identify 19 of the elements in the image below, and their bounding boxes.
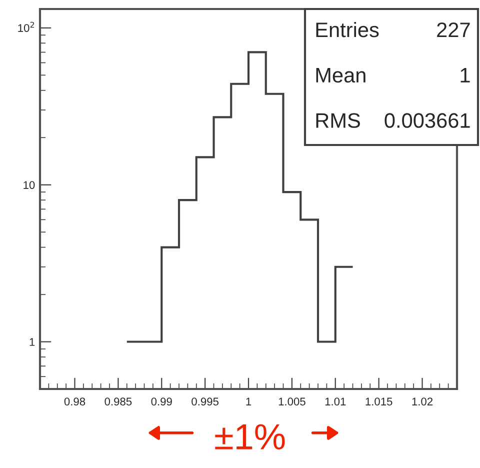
text: 1	[460, 68, 470, 82]
x-tick-label: 1.015	[366, 398, 392, 406]
x-tick-label: 1.01	[325, 398, 346, 406]
text: ±1%	[215, 424, 285, 450]
y-tick-label: 10$^{2}$	[18, 22, 34, 32]
y-tick-label: 1	[30, 338, 35, 346]
x-tick-label: 0.99	[151, 398, 172, 406]
x-tick-label: 1	[246, 398, 252, 406]
annotation: 227	[437, 22, 470, 38]
x-tick-label: 0.98	[64, 398, 86, 406]
annotation: Mean	[316, 68, 366, 83]
x-tick-label: 1.02	[412, 398, 433, 406]
x-tick-label: 0.985	[104, 398, 132, 406]
annotation: Entries	[316, 22, 379, 38]
x-tick-label: 1.005	[278, 398, 306, 406]
x-tick-label: 0.995	[192, 398, 218, 406]
annotation: RMS	[316, 113, 360, 128]
y-tick-label: 10	[24, 181, 35, 189]
annotation: 0.003661	[384, 113, 470, 128]
